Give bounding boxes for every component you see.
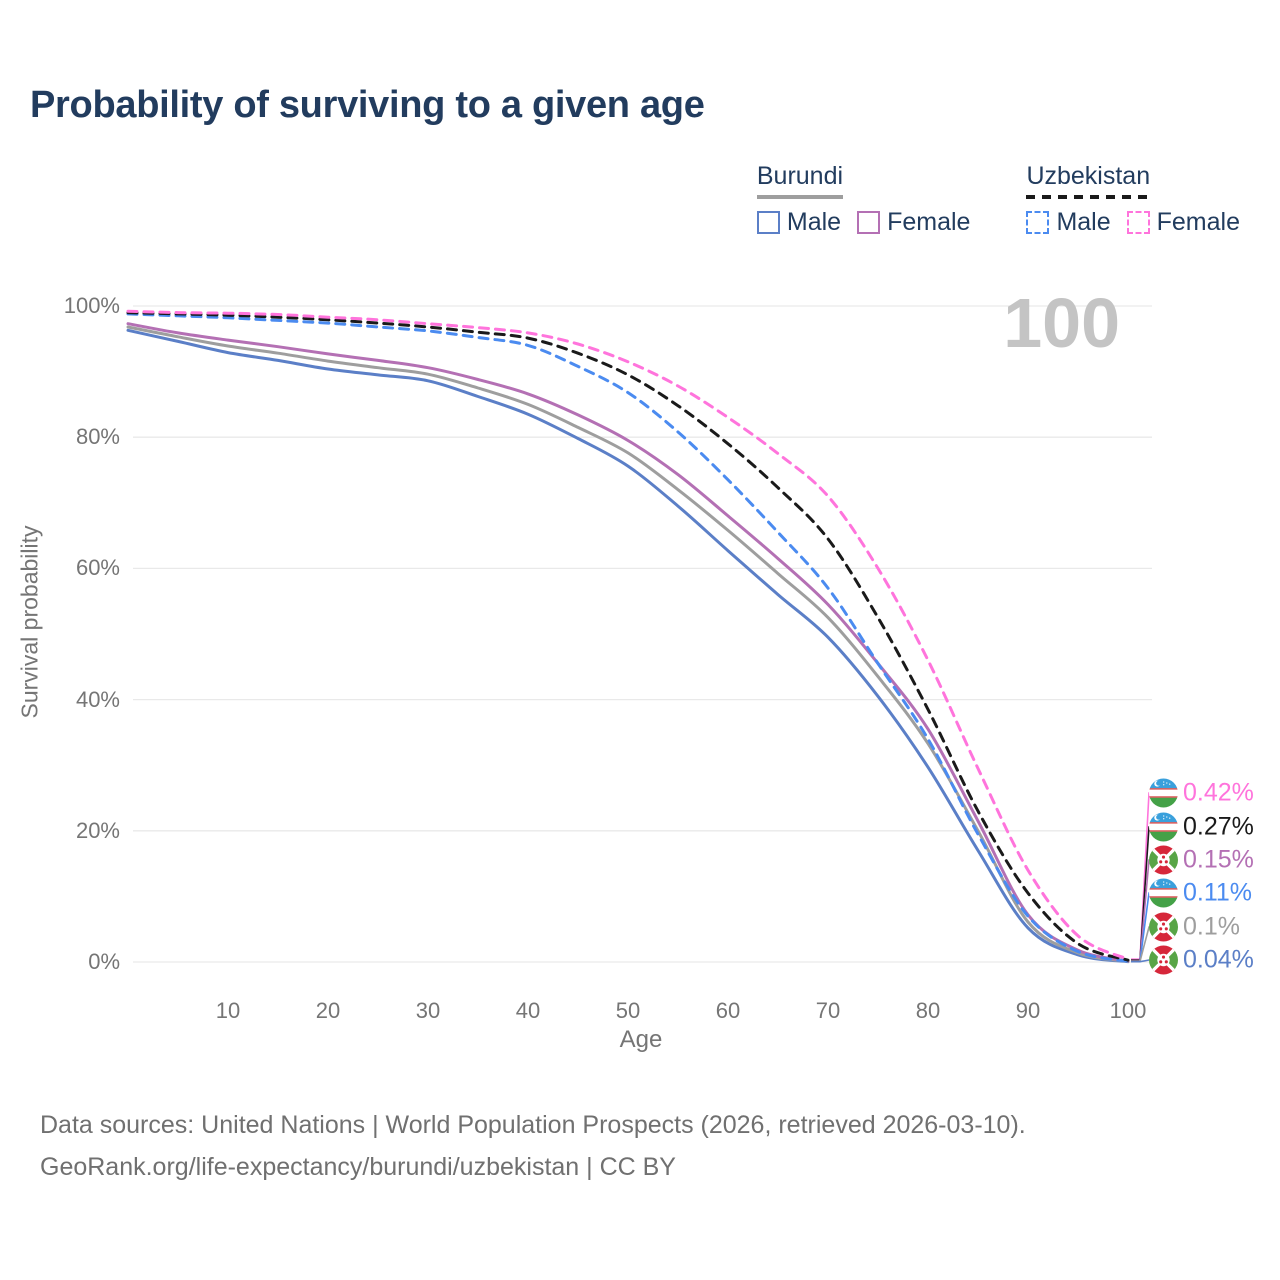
legend-label-burundi-female: Female — [887, 208, 971, 236]
series-line-burundi-female — [126, 322, 1130, 963]
legend-group-uzbekistan: Uzbekistan Male Female — [1026, 162, 1240, 237]
x-tick-40: 40 — [515, 998, 541, 1023]
legend-label-uzbekistan-female: Female — [1156, 208, 1240, 236]
end-label-value: 0.1% — [1183, 912, 1240, 941]
legend-label-burundi-male: Male — [786, 208, 842, 236]
legend-item-uzbekistan-female[interactable]: Female — [1126, 208, 1240, 237]
legend-item-burundi-female[interactable]: Female — [857, 208, 970, 237]
end-label-burundi-both-sexes: 0.1% — [1149, 912, 1240, 942]
end-label-burundi-female: 0.15% — [1149, 845, 1254, 875]
legend-item-uzbekistan-male[interactable]: Male — [1026, 208, 1111, 237]
y-tick-100: 100% — [63, 293, 120, 318]
x-tick-30: 30 — [415, 998, 441, 1023]
end-label-uzbekistan-female: 0.42% — [1149, 778, 1254, 808]
y-tick-20: 20% — [75, 817, 120, 843]
end-label-value: 0.15% — [1183, 845, 1254, 874]
legend-country-burundi: Burundi — [756, 162, 844, 190]
legend-label-uzbekistan-male: Male — [1056, 208, 1111, 236]
y-tick-80: 80% — [75, 424, 120, 450]
x-tick-70: 70 — [815, 998, 841, 1023]
footer-attribution-link: GeoRank.org/life-expectancy/burundi/uzbe… — [40, 1153, 676, 1181]
end-label-uzbekistan-male: 0.11% — [1149, 878, 1253, 908]
chart-legend: Burundi Male Female Uzbekistan — [756, 162, 1240, 237]
series-line-burundi-both-sexes — [126, 325, 1130, 963]
footer: Data sources: United Nations | World Pop… — [40, 1104, 1026, 1188]
series-line-burundi-male — [126, 328, 1130, 964]
flag-icon-uzbekistan — [1149, 779, 1178, 808]
legend-underline-uzbekistan — [1026, 195, 1151, 199]
legend-swatch-uzbekistan-female — [1126, 211, 1150, 234]
x-axis-title: Age — [619, 1026, 663, 1053]
series-line-uzbekistan-both-sexes — [126, 311, 1130, 962]
end-label-value: 0.27% — [1183, 812, 1254, 841]
y-tick-0: 0% — [88, 949, 120, 974]
footer-data-sources: Data sources: United Nations | World Pop… — [40, 1111, 1026, 1139]
series-line-uzbekistan-male — [126, 312, 1130, 963]
page-title: Probability of surviving to a given age — [30, 84, 705, 126]
age-watermark: 100 — [1003, 284, 1120, 362]
legend-swatch-uzbekistan-male — [1026, 211, 1050, 234]
legend-underline-burundi — [756, 195, 844, 199]
x-tick-60: 60 — [715, 998, 741, 1023]
x-tick-90: 90 — [1015, 998, 1041, 1023]
x-tick-20: 20 — [315, 998, 341, 1023]
end-label-value: 0.42% — [1183, 778, 1254, 807]
flag-icon-uzbekistan — [1149, 813, 1178, 842]
legend-swatch-burundi-male — [756, 211, 780, 234]
flag-icon-burundi — [1149, 846, 1178, 875]
x-tick-100: 100 — [1109, 998, 1147, 1023]
end-label-burundi-male: 0.04% — [1149, 945, 1254, 975]
x-tick-10: 10 — [215, 998, 241, 1023]
end-label-value: 0.11% — [1183, 878, 1253, 907]
flag-icon-burundi — [1149, 913, 1178, 942]
legend-country-uzbekistan: Uzbekistan — [1026, 162, 1151, 190]
series-line-uzbekistan-female — [126, 309, 1130, 961]
legend-group-burundi: Burundi Male Female — [756, 162, 970, 237]
end-label-value: 0.04% — [1183, 945, 1254, 974]
x-tick-80: 80 — [915, 998, 941, 1023]
flag-icon-uzbekistan — [1149, 879, 1178, 908]
y-tick-60: 60% — [75, 555, 120, 581]
end-label-uzbekistan-both-sexes: 0.27% — [1149, 812, 1254, 842]
flag-icon-burundi — [1149, 946, 1178, 975]
y-tick-40: 40% — [75, 686, 120, 712]
x-tick-50: 50 — [615, 998, 641, 1023]
legend-swatch-burundi-female — [857, 211, 881, 234]
legend-item-burundi-male[interactable]: Male — [756, 208, 842, 237]
